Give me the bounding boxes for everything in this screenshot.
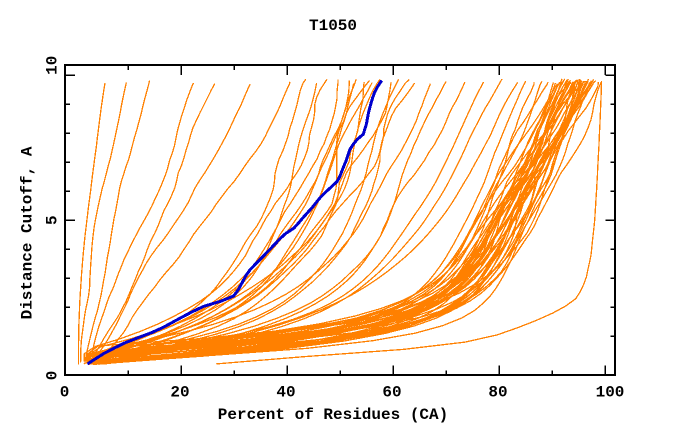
- svg-text:40: 40: [276, 384, 295, 402]
- svg-text:10: 10: [44, 56, 62, 75]
- svg-text:20: 20: [170, 384, 189, 402]
- svg-text:0: 0: [60, 384, 70, 402]
- svg-text:5: 5: [44, 215, 62, 225]
- svg-text:0: 0: [44, 371, 62, 381]
- svg-text:Percent of Residues (CA): Percent of Residues (CA): [218, 406, 448, 424]
- svg-text:80: 80: [488, 384, 507, 402]
- svg-text:T1050: T1050: [309, 17, 357, 35]
- svg-text:60: 60: [382, 384, 401, 402]
- svg-text:100: 100: [596, 384, 625, 402]
- svg-text:Distance Cutoff, A: Distance Cutoff, A: [18, 146, 36, 319]
